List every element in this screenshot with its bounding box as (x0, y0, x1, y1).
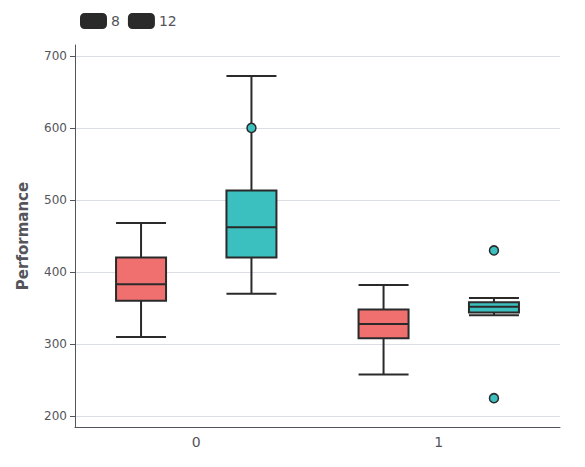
svg-text:700: 700 (44, 49, 67, 63)
svg-text:Performance: Performance (14, 182, 32, 290)
svg-text:500: 500 (44, 193, 67, 207)
svg-text:0: 0 (192, 434, 201, 450)
svg-text:1: 1 (434, 434, 443, 450)
svg-text:200: 200 (44, 409, 67, 423)
svg-text:300: 300 (44, 337, 67, 351)
svg-text:600: 600 (44, 121, 67, 135)
svg-text:8: 8 (111, 13, 120, 29)
svg-text:400: 400 (44, 265, 67, 279)
svg-text:12: 12 (159, 13, 177, 29)
